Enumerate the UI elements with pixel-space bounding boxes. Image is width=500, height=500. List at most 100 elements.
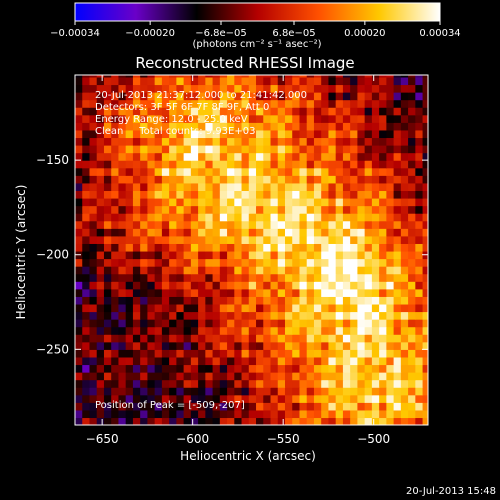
heatmap-cell xyxy=(270,228,279,237)
heatmap-cell xyxy=(350,258,358,267)
heatmap-cell xyxy=(219,205,228,214)
heatmap-cell xyxy=(393,160,402,169)
heatmap-cell xyxy=(379,394,387,403)
heatmap-cell xyxy=(89,145,98,154)
heatmap-cell xyxy=(103,122,112,131)
heatmap-cell xyxy=(169,243,177,252)
heatmap-cell xyxy=(118,311,127,320)
heatmap-cell xyxy=(205,99,214,108)
heatmap-cell xyxy=(75,129,83,139)
heatmap-cell xyxy=(103,409,112,419)
heatmap-cell xyxy=(263,137,272,146)
heatmap-cell xyxy=(118,137,127,146)
heatmap-cell xyxy=(321,220,330,229)
heatmap-cell xyxy=(284,326,293,335)
heatmap-cell xyxy=(299,99,308,108)
heatmap-cell xyxy=(132,75,141,78)
heatmap-cell xyxy=(328,129,337,139)
heatmap-cell xyxy=(241,197,250,207)
heatmap-cell xyxy=(82,197,91,207)
heatmap-cell xyxy=(111,409,120,419)
heatmap-cell xyxy=(306,364,315,373)
heatmap-cell xyxy=(227,266,235,275)
heatmap-cell xyxy=(132,228,141,237)
x-tick-label: −550 xyxy=(267,432,300,446)
heatmap-cell xyxy=(415,243,424,252)
heatmap-cell xyxy=(400,266,409,275)
heatmap-cell xyxy=(408,182,416,192)
heatmap-cell xyxy=(364,319,373,328)
heatmap-cell xyxy=(234,258,243,267)
heatmap-cell xyxy=(132,364,141,373)
heatmap-cell xyxy=(125,296,134,305)
heatmap-cell xyxy=(393,235,402,244)
heatmap-cell xyxy=(82,160,91,169)
heatmap-cell xyxy=(357,213,366,222)
heatmap-cell xyxy=(277,167,286,176)
heatmap-cell xyxy=(277,387,286,396)
heatmap-cell xyxy=(350,107,358,116)
heatmap-cell xyxy=(248,334,257,343)
heatmap-cell xyxy=(89,334,98,343)
heatmap-cell xyxy=(335,394,344,403)
heatmap-cell xyxy=(321,160,330,169)
heatmap-cell xyxy=(386,341,395,350)
heatmap-cell xyxy=(386,167,395,176)
heatmap-cell xyxy=(241,152,250,161)
heatmap-cell xyxy=(190,92,199,101)
heatmap-cell xyxy=(241,220,250,229)
heatmap-cell xyxy=(89,99,98,108)
heatmap-cell xyxy=(415,160,424,169)
heatmap-cell xyxy=(140,326,149,335)
heatmap-cell xyxy=(386,334,395,343)
heatmap-cell xyxy=(379,319,387,328)
heatmap-cell xyxy=(169,137,177,146)
heatmap-cell xyxy=(190,107,199,116)
heatmap-cell xyxy=(234,75,243,78)
heatmap-cell xyxy=(313,402,322,411)
heatmap-cell xyxy=(111,235,120,244)
heatmap-cell xyxy=(393,114,402,123)
heatmap-cell xyxy=(234,99,243,108)
heatmap-cell xyxy=(132,175,141,184)
heatmap-cell xyxy=(321,250,330,260)
heatmap-cell xyxy=(118,190,127,199)
heatmap-cell xyxy=(205,303,214,313)
heatmap-cell xyxy=(357,235,366,244)
heatmap-cell xyxy=(393,129,402,139)
heatmap-cell xyxy=(299,266,308,275)
heatmap-cell xyxy=(190,288,199,297)
heatmap-cell xyxy=(125,394,134,403)
heatmap-cell xyxy=(82,273,91,282)
heatmap-cell xyxy=(292,311,301,320)
heatmap-cell xyxy=(111,92,120,101)
heatmap-cell xyxy=(335,190,344,199)
heatmap-cell xyxy=(234,107,243,116)
heatmap-cell xyxy=(234,190,243,199)
heatmap-cell xyxy=(408,288,416,297)
heatmap-cell xyxy=(299,273,308,282)
heatmap-cell xyxy=(96,402,105,411)
heatmap-cell xyxy=(379,99,387,108)
heatmap-cell xyxy=(371,387,380,396)
heatmap-cell xyxy=(234,182,243,192)
heatmap-cell xyxy=(75,372,83,381)
heatmap-cell xyxy=(393,281,402,290)
heatmap-cell xyxy=(415,220,424,229)
heatmap-cell xyxy=(371,349,380,358)
heatmap-cell xyxy=(299,326,308,335)
heatmap-cell xyxy=(169,190,177,199)
heatmap-cell xyxy=(75,76,83,86)
heatmap-cell xyxy=(89,213,98,222)
heatmap-cell xyxy=(371,213,380,222)
heatmap-cell xyxy=(154,152,163,161)
heatmap-cell xyxy=(328,250,337,260)
heatmap-cell xyxy=(263,296,272,305)
heatmap-cell xyxy=(422,228,428,237)
heatmap-cell xyxy=(140,266,149,275)
heatmap-cell xyxy=(125,379,134,388)
heatmap-cell xyxy=(205,122,214,131)
heatmap-cell xyxy=(103,182,112,192)
heatmap-cell xyxy=(190,364,199,373)
heatmap-cell xyxy=(89,197,98,207)
